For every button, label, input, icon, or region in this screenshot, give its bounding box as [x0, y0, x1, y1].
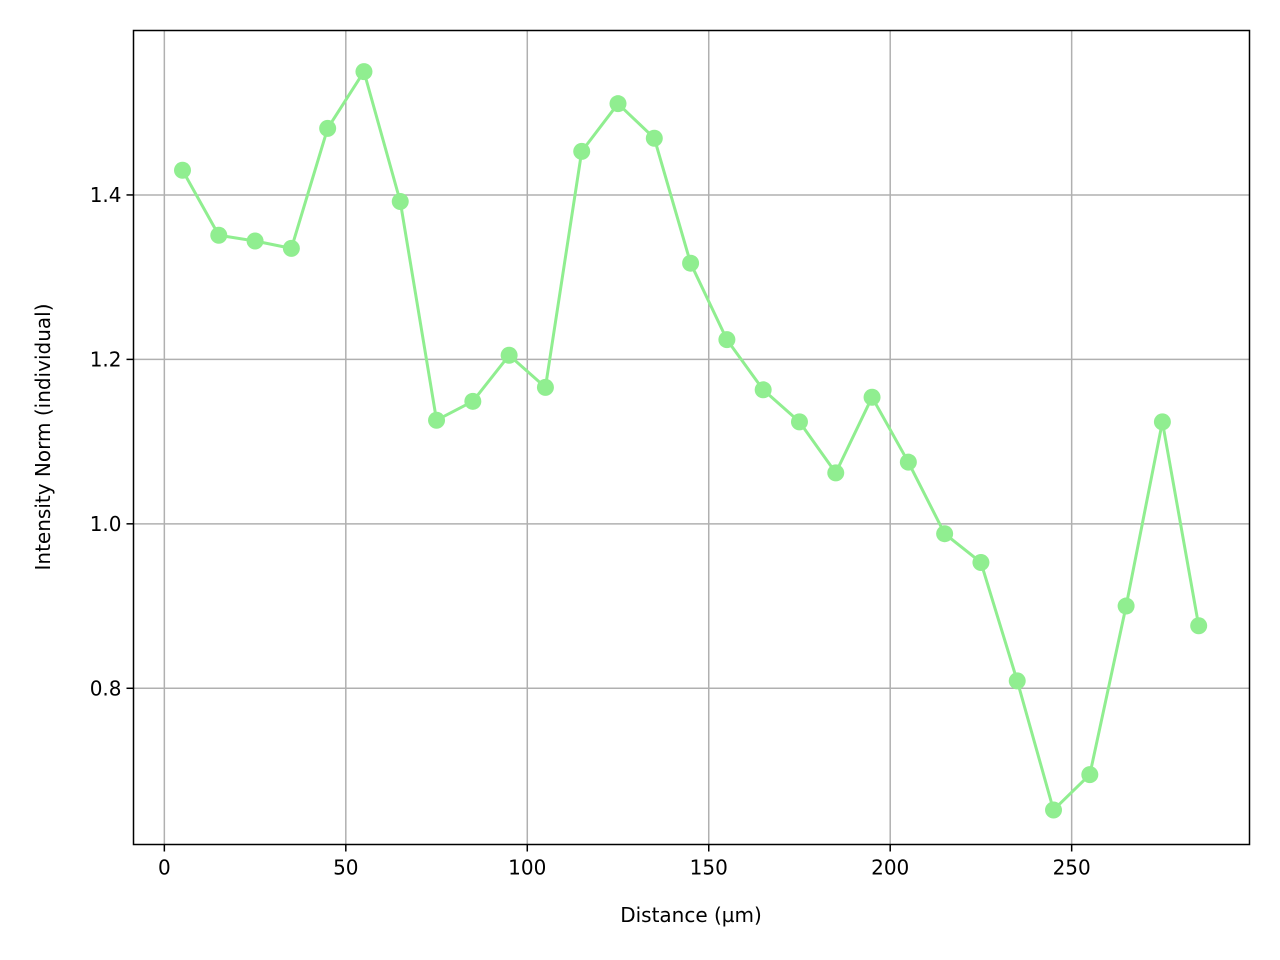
data-point	[790, 413, 808, 431]
data-point	[863, 388, 881, 406]
x-tick-label: 200	[871, 856, 909, 880]
y-tick-label: 1.0	[90, 512, 122, 536]
data-point	[1153, 413, 1171, 431]
data-point	[827, 464, 845, 482]
data-point	[936, 525, 954, 543]
x-tick-label: 0	[158, 856, 171, 880]
plot-frame	[132, 29, 1251, 846]
y-axis-title: Intensity Norm (individual)	[31, 304, 55, 571]
grid	[133, 30, 1250, 845]
data-point	[428, 411, 446, 429]
data-point	[972, 553, 990, 571]
y-tick-label: 0.8	[90, 676, 122, 700]
data-point	[355, 63, 373, 81]
data-point	[246, 232, 264, 250]
x-axis-title: Distance (µm)	[620, 903, 762, 927]
x-tick-label: 150	[690, 856, 728, 880]
data-point	[1008, 672, 1026, 690]
data-point	[282, 239, 300, 257]
data-point	[173, 161, 191, 179]
x-tick-label: 100	[508, 856, 546, 880]
data-point	[609, 95, 627, 113]
data-point	[210, 226, 228, 244]
data-point	[1081, 766, 1099, 784]
data-point	[536, 378, 554, 396]
data-point	[1045, 801, 1063, 819]
data-point	[1117, 597, 1135, 615]
data-point	[500, 346, 518, 364]
y-tick-label: 1.4	[90, 183, 122, 207]
x-tick-label: 250	[1053, 856, 1091, 880]
data-point	[464, 392, 482, 410]
data-point	[319, 119, 337, 137]
series-layer	[173, 63, 1208, 819]
data-point	[391, 193, 409, 211]
y-tick-label: 1.2	[90, 347, 122, 371]
data-point	[682, 254, 700, 272]
data-point	[718, 331, 736, 349]
data-point	[754, 381, 772, 399]
data-point	[573, 142, 591, 160]
x-tick-label: 50	[333, 856, 358, 880]
data-point	[1190, 617, 1208, 635]
data-point	[899, 453, 917, 471]
ticks: 0 50 100 150 200 250 0.8 1.0 1.2 1.4	[90, 183, 1091, 880]
plot-background	[133, 30, 1250, 845]
data-point	[645, 129, 663, 147]
